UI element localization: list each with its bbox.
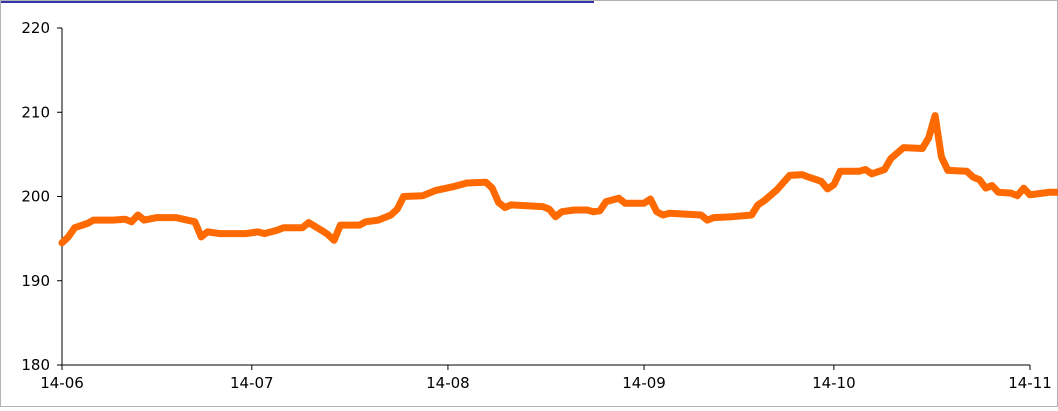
top-accent-band bbox=[0, 0, 594, 3]
x-axis: 14-06 14-07 14-08 14-09 14-10 14-11 bbox=[40, 364, 1052, 392]
series-group bbox=[58, 112, 1058, 247]
y-tick-label: 190 bbox=[21, 272, 50, 290]
x-tick-label: 14-08 bbox=[426, 374, 470, 392]
x-tick-label: 14-11 bbox=[1008, 374, 1052, 392]
y-tick-label: 220 bbox=[21, 19, 50, 37]
y-tick-label: 180 bbox=[21, 356, 50, 374]
series-line bbox=[58, 112, 1058, 247]
y-tick-label: 210 bbox=[21, 103, 50, 121]
x-tick-label: 14-06 bbox=[40, 374, 84, 392]
y-tick-label: 200 bbox=[21, 188, 50, 206]
x-tick-label: 14-09 bbox=[622, 374, 666, 392]
x-tick-label: 14-07 bbox=[230, 374, 274, 392]
y-axis: 180 190 200 210 220 bbox=[21, 19, 63, 374]
x-tick-label: 14-10 bbox=[812, 374, 856, 392]
